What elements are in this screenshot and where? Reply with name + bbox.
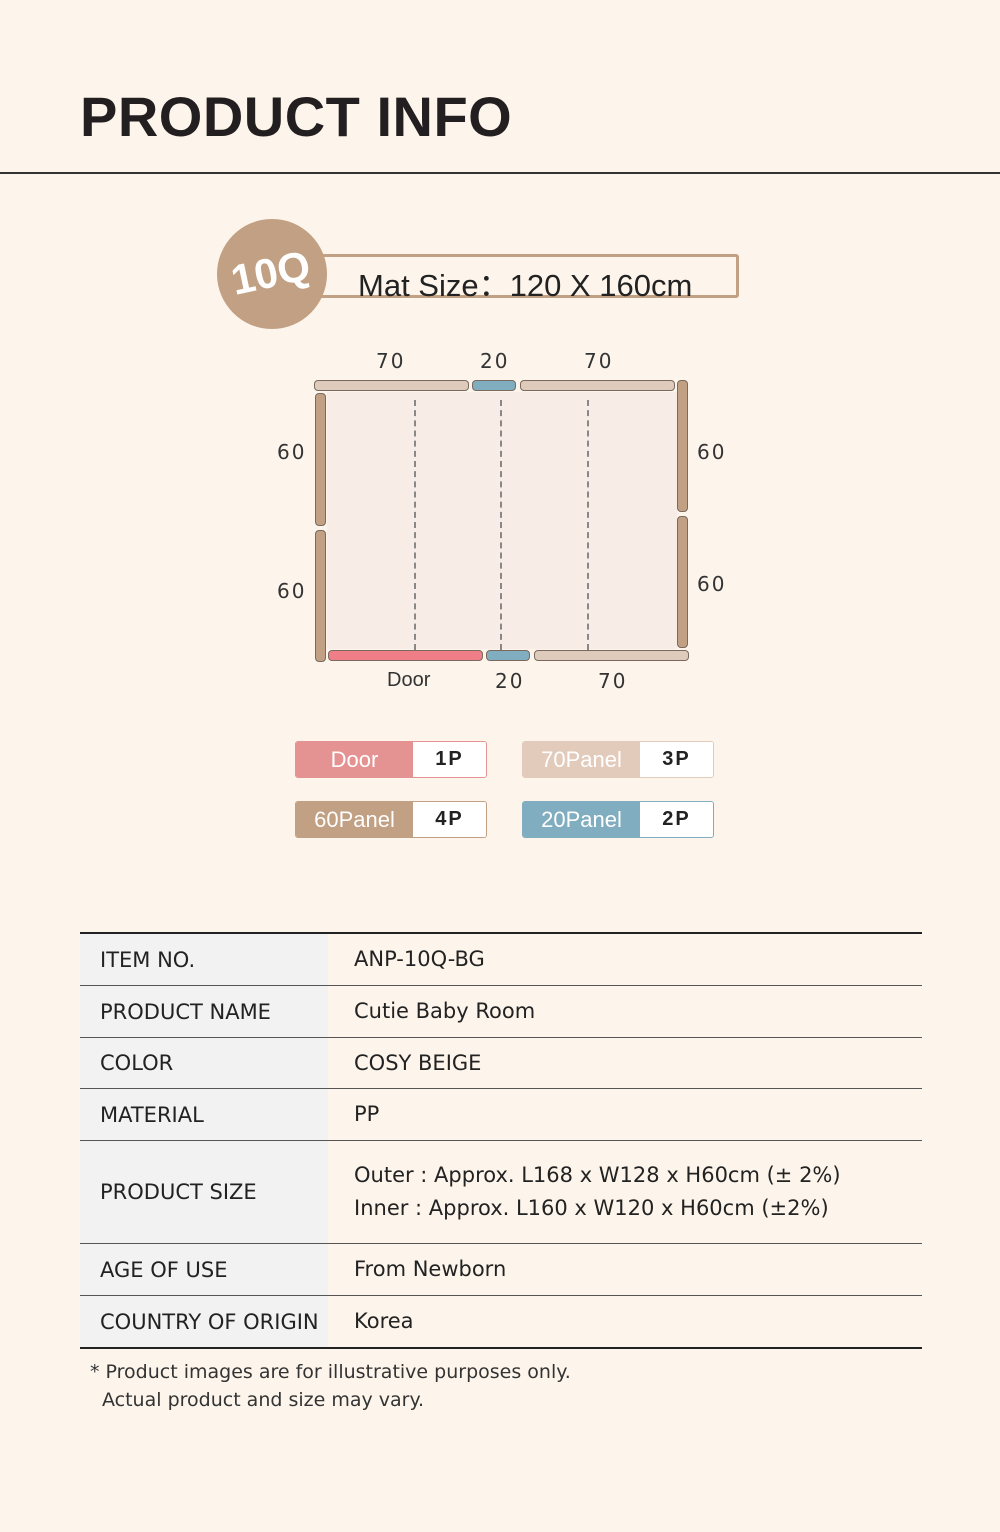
mat-size-box: Mat Size：120 X 160cm [310,254,739,303]
page-title: PRODUCT INFO [80,85,513,148]
fold-line [500,400,502,650]
dim-label: 70 [376,349,406,373]
dim-label: 60 [697,572,727,596]
table-row: ITEM NO. ANP-10Q-BG [80,934,922,985]
legend-qty: 4P [413,802,486,837]
row-value: COSY BEIGE [354,1050,482,1075]
dim-label: 20 [480,349,510,373]
legend-60panel: 60Panel 4P [295,801,487,838]
note-line: * Product images are for illustrative pu… [90,1361,571,1383]
panel-20 [472,380,516,391]
panel-60 [677,516,688,648]
model-badge: 10Q [217,219,327,329]
note-line: Actual product and size may vary. [102,1389,425,1411]
legend-20panel: 20Panel 2P [522,801,714,838]
dim-label: 70 [584,349,614,373]
legend-door: Door 1P [295,741,487,778]
row-label: PRODUCT SIZE [80,1141,328,1243]
spec-table: ITEM NO. ANP-10Q-BG PRODUCT NAME Cutie Bab… [80,932,922,1349]
row-label: COLOR [80,1038,328,1088]
row-label: PRODUCT NAME [80,986,328,1037]
dim-label: Door [387,669,431,691]
row-value: Outer : Approx. L168 x W128 x H60cm (± 2… [354,1163,841,1187]
divider [0,172,1000,174]
row-value: From Newborn [354,1257,507,1281]
table-row: MATERIAL PP [80,1088,922,1140]
disclaimer: * Product images are for illustrative pu… [90,1358,571,1414]
legend-name: 70Panel [523,742,640,777]
mat-size-text: Mat Size：120 X 160cm [358,268,693,303]
mat [327,392,677,649]
dim-label: 20 [495,669,525,693]
dim-label: 60 [277,440,307,464]
row-value: Inner : Approx. L160 x W120 x H60cm (±2%… [354,1196,829,1220]
panel-60 [315,393,326,526]
row-value: PP [354,1102,380,1126]
row-label: MATERIAL [80,1089,328,1140]
table-row: PRODUCT NAME Cutie Baby Room [80,985,922,1037]
legend-qty: 3P [640,742,713,777]
row-value: ANP-10Q-BG [354,947,485,971]
table-row: PRODUCT SIZE Outer : Approx. L168 x W128 … [80,1140,922,1243]
table-row: AGE OF USE From Newborn [80,1243,922,1295]
row-value: Korea [354,1309,414,1333]
legend-qty: 1P [413,742,486,777]
door-panel [328,650,483,661]
panel-60 [315,530,326,662]
dim-label: 60 [697,440,727,464]
legend-name: 60Panel [296,802,413,837]
panel-70 [534,650,689,661]
dim-label: 70 [598,669,628,693]
legend-name: Door [296,742,413,777]
dim-label: 60 [277,579,307,603]
fold-line [587,400,589,650]
legend-name: 20Panel [523,802,640,837]
row-label: AGE OF USE [80,1244,328,1295]
fold-line [414,400,416,650]
badge-text: 10Q [226,241,315,304]
panel-20 [486,650,530,661]
table-row: COUNTRY OF ORIGIN Korea [80,1295,922,1347]
legend-70panel: 70Panel 3P [522,741,714,778]
row-label: ITEM NO. [80,934,328,985]
row-label: COUNTRY OF ORIGIN [80,1296,328,1347]
legend-qty: 2P [640,802,713,837]
panel-60 [677,380,688,512]
panel-70 [520,380,675,391]
row-value: Cutie Baby Room [354,999,536,1023]
panel-70 [314,380,469,391]
table-row: COLOR COSY BEIGE [80,1037,922,1088]
